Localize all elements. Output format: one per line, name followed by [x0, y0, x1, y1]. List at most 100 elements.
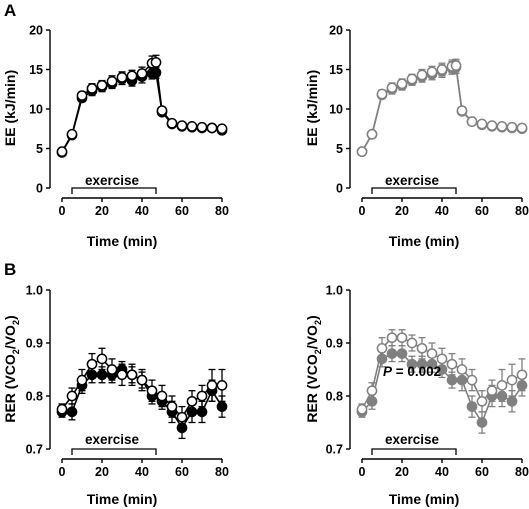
- x-tick-label: 20: [95, 204, 109, 218]
- data-point: [466, 401, 478, 412]
- data-point: [436, 353, 448, 365]
- data-point: [106, 76, 118, 87]
- exercise-bracket: [371, 448, 457, 455]
- x-tick-label: 60: [175, 204, 189, 218]
- data-point: [166, 117, 178, 129]
- x-tick-label: 80: [215, 465, 229, 479]
- data-point: [396, 348, 408, 359]
- data-point: [406, 337, 418, 349]
- data-point: [386, 348, 398, 359]
- exercise-bracket: [71, 187, 157, 194]
- data-point: [146, 385, 158, 397]
- y-tick-label: 0.8: [26, 390, 43, 404]
- x-tick-label: 0: [59, 204, 66, 218]
- data-point: [206, 122, 218, 134]
- y-tick-label: 10: [29, 103, 43, 117]
- y-tick-label: 0.8: [326, 390, 343, 404]
- x-tick-label: 80: [515, 465, 529, 479]
- data-point: [66, 390, 78, 402]
- data-point: [186, 395, 198, 407]
- data-point: [416, 358, 428, 370]
- y-tick-label: 0: [36, 182, 43, 196]
- exercise-bracket: [71, 448, 157, 455]
- y-tick-label: 20: [29, 24, 43, 38]
- data-point: [426, 66, 438, 78]
- x-tick-label: 80: [215, 204, 229, 218]
- x-tick-label: 0: [359, 465, 366, 479]
- data-point: [126, 70, 138, 82]
- data-point: [66, 128, 78, 140]
- data-point: [150, 57, 162, 68]
- data-point: [186, 121, 198, 132]
- data-point: [436, 64, 448, 75]
- data-point: [56, 403, 68, 415]
- y-axis-label: EE (kJ/min): [2, 70, 18, 146]
- data-point: [446, 374, 458, 386]
- series-line: [361, 64, 523, 153]
- data-point: [56, 146, 68, 158]
- data-point: [66, 406, 78, 418]
- chart-b-right: RER (VCO2/VO2) Time (min) exercise P = 0…: [304, 315, 459, 507]
- p-value-label: P = 0.002: [383, 364, 441, 379]
- data-point: [86, 358, 98, 370]
- data-point: [216, 401, 228, 412]
- y-tick-label: 15: [329, 63, 343, 77]
- data-point: [516, 122, 528, 134]
- x-tick-label: 20: [95, 465, 109, 479]
- y-tick-label: 0.9: [26, 337, 43, 351]
- data-point: [406, 358, 418, 370]
- data-point: [476, 417, 488, 428]
- data-point: [196, 121, 208, 133]
- data-point: [116, 72, 128, 83]
- panel-label-a: A: [4, 1, 16, 20]
- data-point: [86, 83, 98, 94]
- x-tick-label: 40: [435, 204, 449, 218]
- data-point: [506, 395, 518, 407]
- plot-B-left: 0.7 0.8 0.9 1.0 0 20 40 60 80: [26, 284, 229, 480]
- x-tick-label: 20: [395, 204, 409, 218]
- data-point: [486, 385, 498, 397]
- y-tick-label: 1.0: [26, 284, 43, 298]
- x-tick-label: 0: [359, 204, 366, 218]
- data-point: [216, 380, 228, 391]
- y-tick-label: 0.7: [26, 443, 43, 457]
- data-point: [176, 120, 188, 131]
- data-point: [136, 68, 148, 79]
- data-point: [156, 390, 168, 402]
- y-tick-label: 0.7: [326, 443, 343, 457]
- data-point: [196, 390, 208, 402]
- series-line: [61, 71, 223, 153]
- data-point: [456, 364, 468, 375]
- data-point: [166, 401, 178, 412]
- data-point: [450, 60, 462, 71]
- panel-label-b: B: [4, 260, 16, 279]
- data-point: [126, 369, 138, 381]
- x-tick-label: 60: [475, 465, 489, 479]
- data-point: [416, 69, 428, 81]
- chart-a-right: EE (kJ/min) Time (min) exercise: [304, 70, 459, 249]
- data-point: [356, 403, 368, 415]
- x-tick-label: 0: [59, 465, 66, 479]
- chart-b-left: RER (VCO2/VO2) Time (min) exercise: [2, 315, 157, 507]
- data-point: [396, 332, 408, 344]
- x-tick-label: 40: [135, 204, 149, 218]
- x-tick-label: 20: [395, 465, 409, 479]
- data-point: [116, 369, 128, 381]
- data-point: [356, 146, 368, 158]
- data-point: [76, 374, 88, 386]
- data-point: [496, 380, 508, 391]
- data-point: [206, 380, 218, 391]
- x-tick-label: 80: [515, 204, 529, 218]
- data-point: [106, 364, 118, 375]
- data-point: [176, 411, 188, 423]
- data-point: [506, 374, 518, 386]
- series-line: [361, 66, 523, 153]
- x-axis-label: Time (min): [389, 233, 460, 249]
- exercise-label: exercise: [385, 432, 440, 447]
- y-tick-label: 20: [329, 24, 343, 38]
- plot-B-right: 0.7 0.8 0.9 1.0 0 20 40 60 80: [326, 284, 529, 480]
- data-point: [386, 332, 398, 344]
- x-axis-label: Time (min): [389, 491, 460, 507]
- x-tick-label: 60: [475, 204, 489, 218]
